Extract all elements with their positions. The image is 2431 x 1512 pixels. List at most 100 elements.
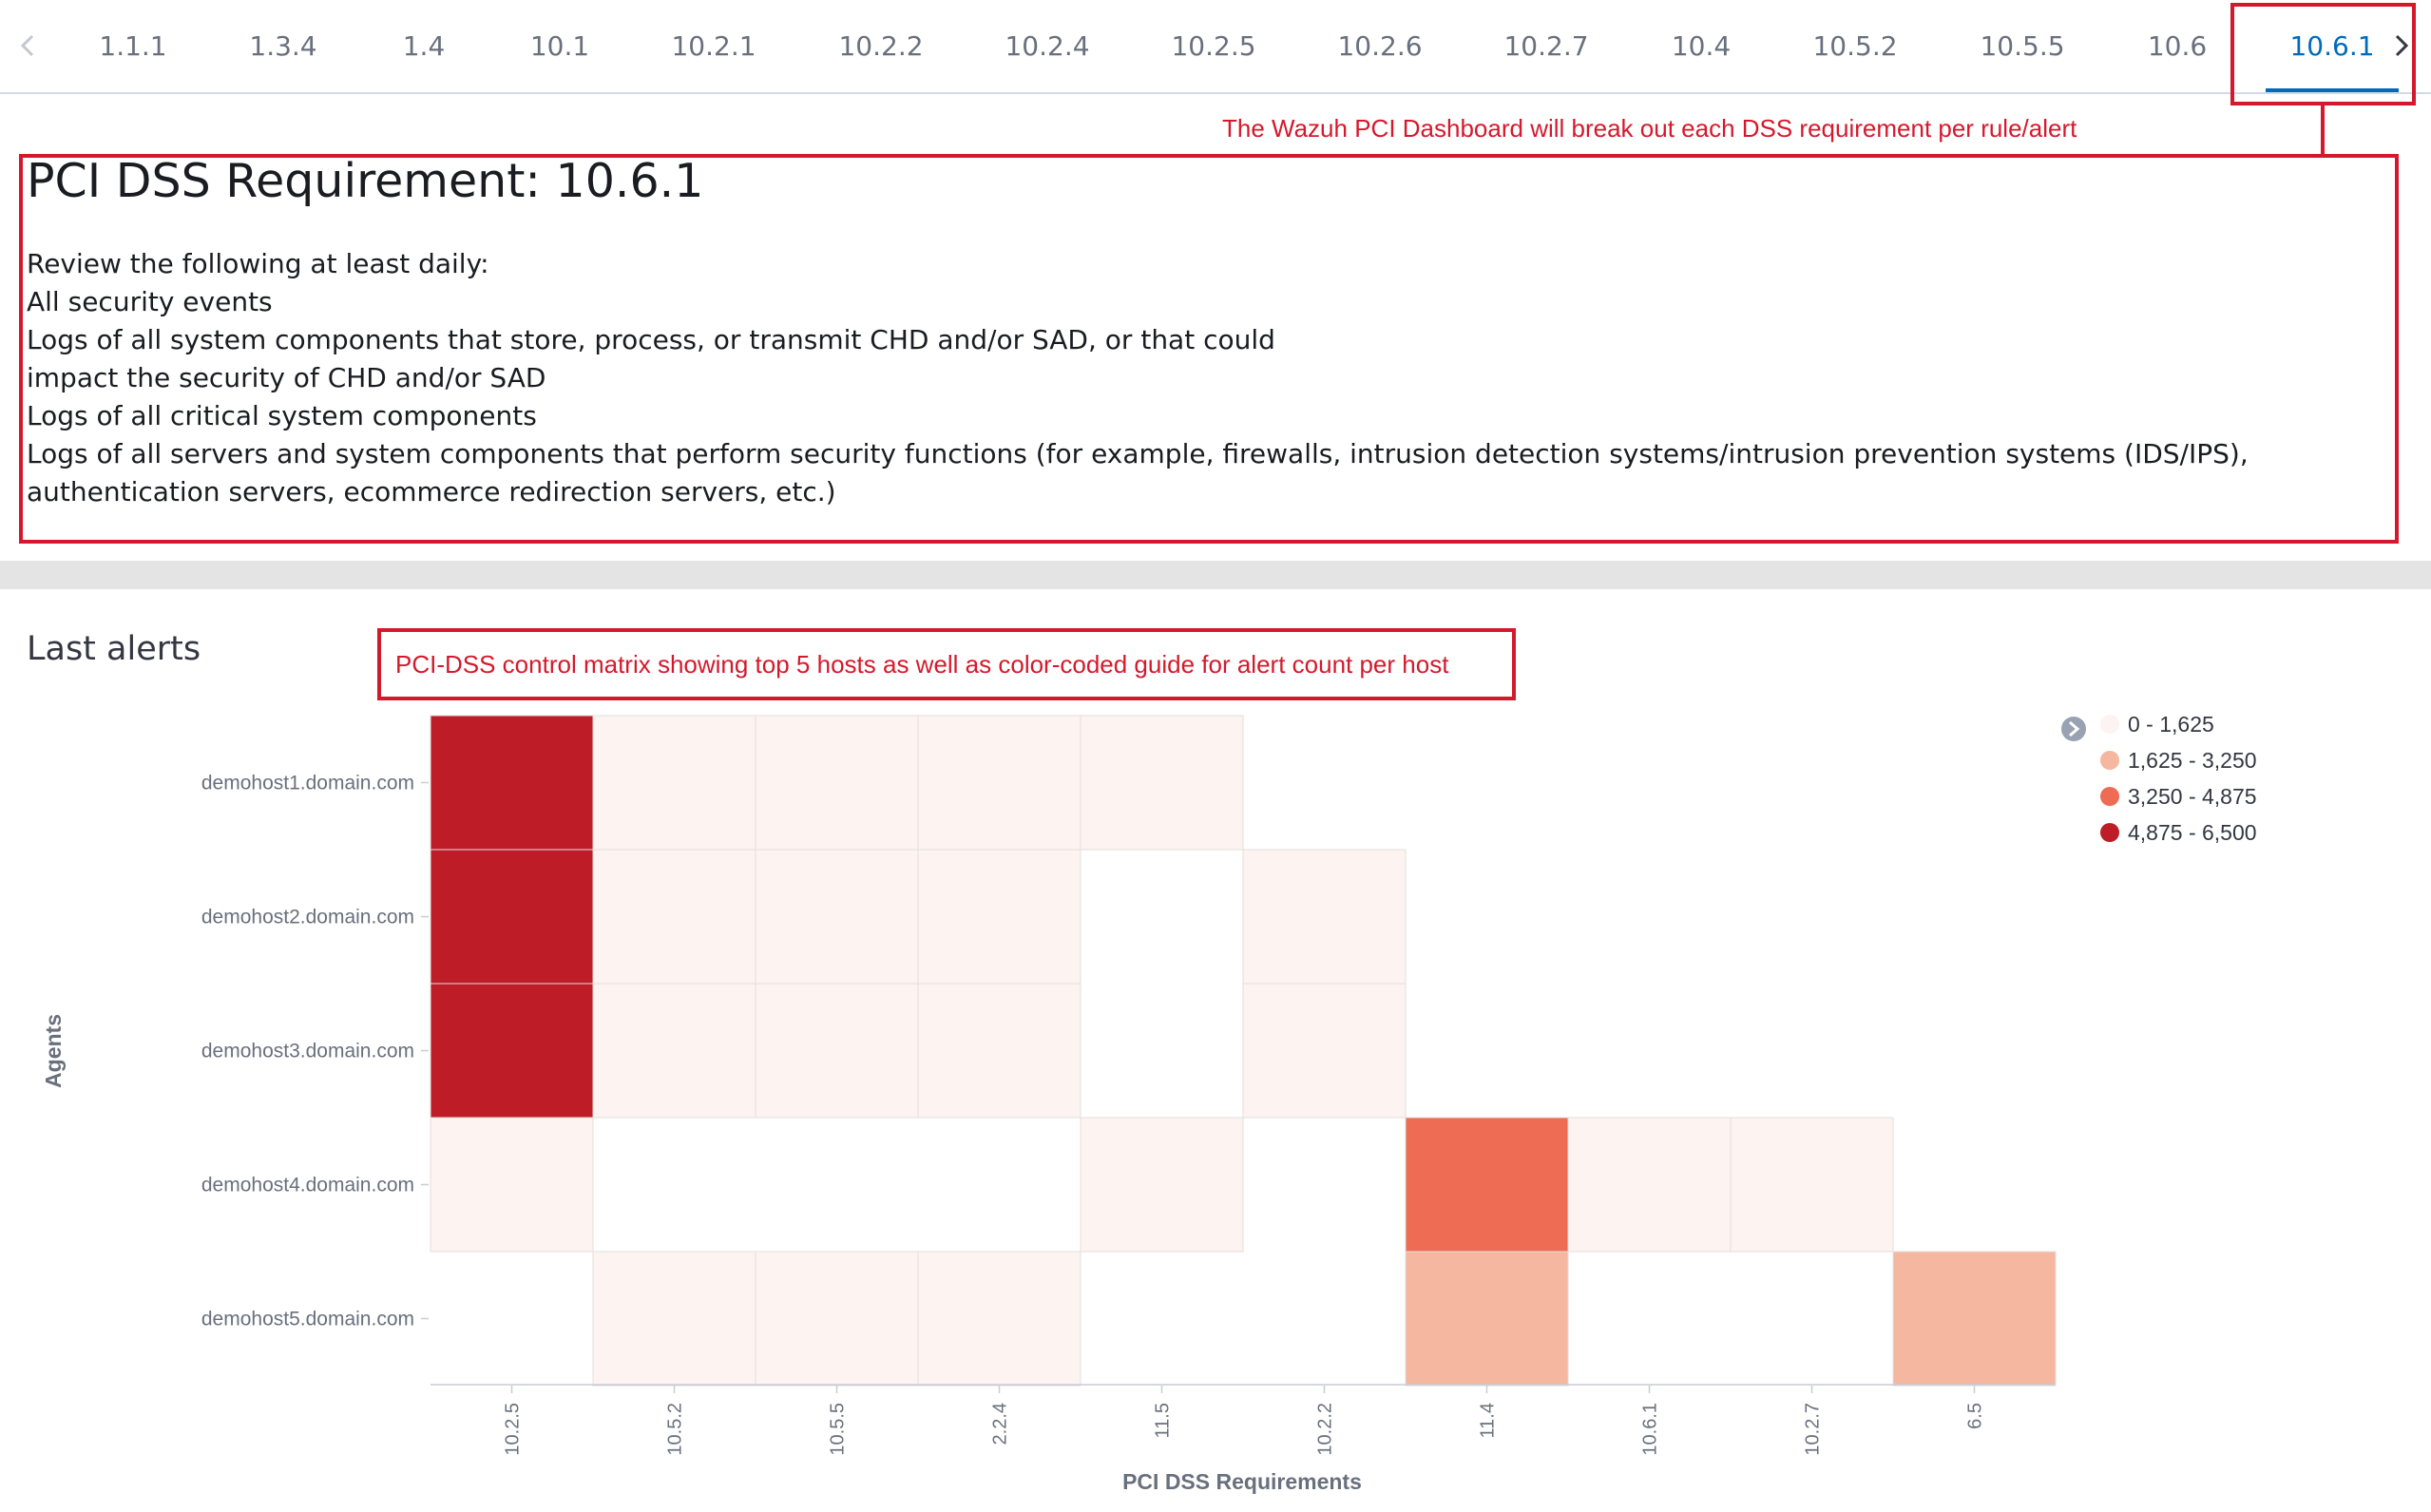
legend-label[interactable]: 1,625 - 3,250 bbox=[2128, 748, 2257, 773]
tab-10-5-2[interactable]: 10.5.2 bbox=[1798, 0, 1912, 92]
requirement-tick-label: 11.5 bbox=[1153, 1403, 1174, 1438]
tab-label: 10.2.6 bbox=[1337, 30, 1423, 62]
requirement-tick-label: 6.5 bbox=[1965, 1403, 1986, 1429]
tab-1-1-1[interactable]: 1.1.1 bbox=[81, 0, 185, 92]
agent-label: demohost4.domain.com bbox=[201, 1175, 414, 1196]
legend-swatch bbox=[2100, 715, 2119, 734]
heatmap-cell[interactable] bbox=[755, 1251, 919, 1387]
tab-label: 10.1 bbox=[529, 30, 590, 62]
tab-1-4[interactable]: 1.4 bbox=[381, 0, 467, 92]
heatmap-cell[interactable] bbox=[430, 715, 594, 851]
tab-label: 10.2.1 bbox=[671, 30, 756, 62]
heatmap-cell[interactable] bbox=[592, 715, 756, 851]
tab-10-6[interactable]: 10.6 bbox=[2130, 0, 2225, 92]
heatmap-cell[interactable] bbox=[755, 849, 919, 985]
requirement-description: Review the following at least daily: All… bbox=[27, 245, 2374, 511]
legend-swatch bbox=[2100, 823, 2119, 842]
tab-10-2-5[interactable]: 10.2.5 bbox=[1157, 0, 1271, 92]
heatmap-cell[interactable] bbox=[430, 849, 594, 985]
heatmap-cell[interactable] bbox=[592, 983, 756, 1119]
agent-label: demohost5.domain.com bbox=[201, 1309, 414, 1330]
agent-label: demohost1.domain.com bbox=[201, 773, 414, 794]
tab-label: 10.4 bbox=[1671, 30, 1732, 62]
heatmap-cell[interactable] bbox=[1730, 1117, 1894, 1253]
requirement-tick-label: 10.5.2 bbox=[665, 1403, 686, 1456]
heatmap-cell[interactable] bbox=[1892, 1251, 2057, 1387]
heatmap-cell[interactable] bbox=[1405, 1117, 1569, 1253]
heatmap-cell[interactable] bbox=[1405, 1251, 1569, 1387]
panel-title: Last alerts bbox=[27, 630, 201, 668]
heatmap-cell[interactable] bbox=[1242, 849, 1407, 985]
tab-label: 10.5.5 bbox=[1980, 30, 2065, 62]
tab-label: 10.6 bbox=[2147, 30, 2208, 62]
heatmap-cell[interactable] bbox=[592, 1251, 756, 1387]
legend-label[interactable]: 3,250 - 4,875 bbox=[2128, 784, 2257, 809]
requirement-line: Logs of all servers and system component… bbox=[27, 438, 2249, 507]
tab-label: 10.2.2 bbox=[838, 30, 924, 62]
active-tab-indicator bbox=[2266, 88, 2399, 92]
heatmap-cell[interactable] bbox=[917, 1251, 1082, 1387]
tab-10-2-2[interactable]: 10.2.2 bbox=[824, 0, 938, 92]
heatmap-cell[interactable] bbox=[1080, 1117, 1244, 1253]
tab-label: 10.5.2 bbox=[1812, 30, 1898, 62]
tab-10-2-4[interactable]: 10.2.4 bbox=[990, 0, 1104, 92]
legend-label[interactable]: 4,875 - 6,500 bbox=[2128, 820, 2257, 845]
requirement-line: Logs of all system components that store… bbox=[27, 324, 1275, 355]
tab-10-2-7[interactable]: 10.2.7 bbox=[1489, 0, 1603, 92]
requirement-line: Review the following at least daily: bbox=[27, 248, 489, 279]
tab-label: 10.2.7 bbox=[1503, 30, 1589, 62]
y-axis-title: Agents bbox=[41, 1014, 66, 1088]
tab-10-1[interactable]: 10.1 bbox=[512, 0, 607, 92]
active-tab-highlight-box bbox=[2230, 3, 2416, 105]
legend-swatch bbox=[2100, 787, 2119, 806]
requirement-tick-label: 10.5.5 bbox=[828, 1403, 849, 1456]
heatmap-cell[interactable] bbox=[755, 983, 919, 1119]
heatmap-cell[interactable] bbox=[917, 849, 1082, 985]
tab-10-6-1[interactable]: 10.6.1 bbox=[2266, 0, 2399, 92]
annotation-matrix-note: PCI-DSS control matrix showing top 5 hos… bbox=[395, 650, 1449, 679]
heatmap-cells bbox=[430, 715, 2057, 1387]
legend-label[interactable]: 0 - 1,625 bbox=[2128, 712, 2214, 737]
requirement-line: All security events bbox=[27, 286, 273, 317]
tab-label: 10.2.4 bbox=[1005, 30, 1090, 62]
chart-legend: 0 - 1,625 1,625 - 3,250 3,250 - 4,875 4,875… bbox=[2061, 712, 2257, 845]
heatmap-cell[interactable] bbox=[755, 715, 919, 851]
tab-10-2-1[interactable]: 10.2.1 bbox=[657, 0, 771, 92]
tab-10-2-6[interactable]: 10.2.6 bbox=[1323, 0, 1437, 92]
x-axis-title: PCI DSS Requirements bbox=[1122, 1469, 1362, 1494]
heatmap-cell[interactable] bbox=[592, 849, 756, 985]
requirement-tick-label: 11.4 bbox=[1478, 1403, 1499, 1438]
tab-label: 10.2.5 bbox=[1171, 30, 1256, 62]
requirement-panel bbox=[0, 94, 2431, 560]
chevron-right-icon[interactable] bbox=[2383, 29, 2418, 63]
heatmap-cell[interactable] bbox=[430, 983, 594, 1119]
tab-10-5-5[interactable]: 10.5.5 bbox=[1965, 0, 2079, 92]
requirement-title: PCI DSS Requirement: 10.6.1 bbox=[27, 154, 704, 208]
tab-label: 1.4 bbox=[402, 30, 446, 62]
chevron-left-icon[interactable] bbox=[11, 29, 46, 63]
requirement-highlight-box bbox=[19, 154, 2399, 544]
tab-label: 1.1.1 bbox=[99, 30, 167, 62]
heatmap-cell[interactable] bbox=[1080, 715, 1244, 851]
tab-1-3-4[interactable]: 1.3.4 bbox=[231, 0, 335, 92]
requirement-line: Logs of all critical system components bbox=[27, 400, 537, 431]
requirement-tick-label: 10.2.2 bbox=[1315, 1403, 1336, 1456]
requirement-tick-label: 10.6.1 bbox=[1640, 1403, 1661, 1456]
heatmap-cell[interactable] bbox=[430, 1117, 594, 1253]
requirement-line: impact the security of CHD and/or SAD bbox=[27, 362, 546, 393]
requirement-axis: 10.2.5 10.5.2 10.5.5 2.2.4 11.5 10.2.2 11.4 10.… bbox=[503, 1386, 1986, 1456]
legend-toggle-icon[interactable] bbox=[2061, 717, 2086, 741]
agent-axis: demohost1.domain.com demohost2.domain.com… bbox=[201, 773, 429, 1330]
agent-label: demohost3.domain.com bbox=[201, 1041, 414, 1062]
matrix-note-box bbox=[377, 628, 1516, 700]
tab-label: 10.6.1 bbox=[2289, 30, 2375, 62]
requirement-tick-label: 2.2.4 bbox=[990, 1403, 1011, 1445]
heatmap-cell[interactable] bbox=[1567, 1117, 1732, 1253]
heatmap-cell[interactable] bbox=[1242, 983, 1407, 1119]
heatmap-cell[interactable] bbox=[917, 715, 1082, 851]
tab-10-4[interactable]: 10.4 bbox=[1654, 0, 1749, 92]
legend-swatch bbox=[2100, 751, 2119, 770]
heatmap-cell[interactable] bbox=[917, 983, 1082, 1119]
agent-label: demohost2.domain.com bbox=[201, 907, 414, 928]
